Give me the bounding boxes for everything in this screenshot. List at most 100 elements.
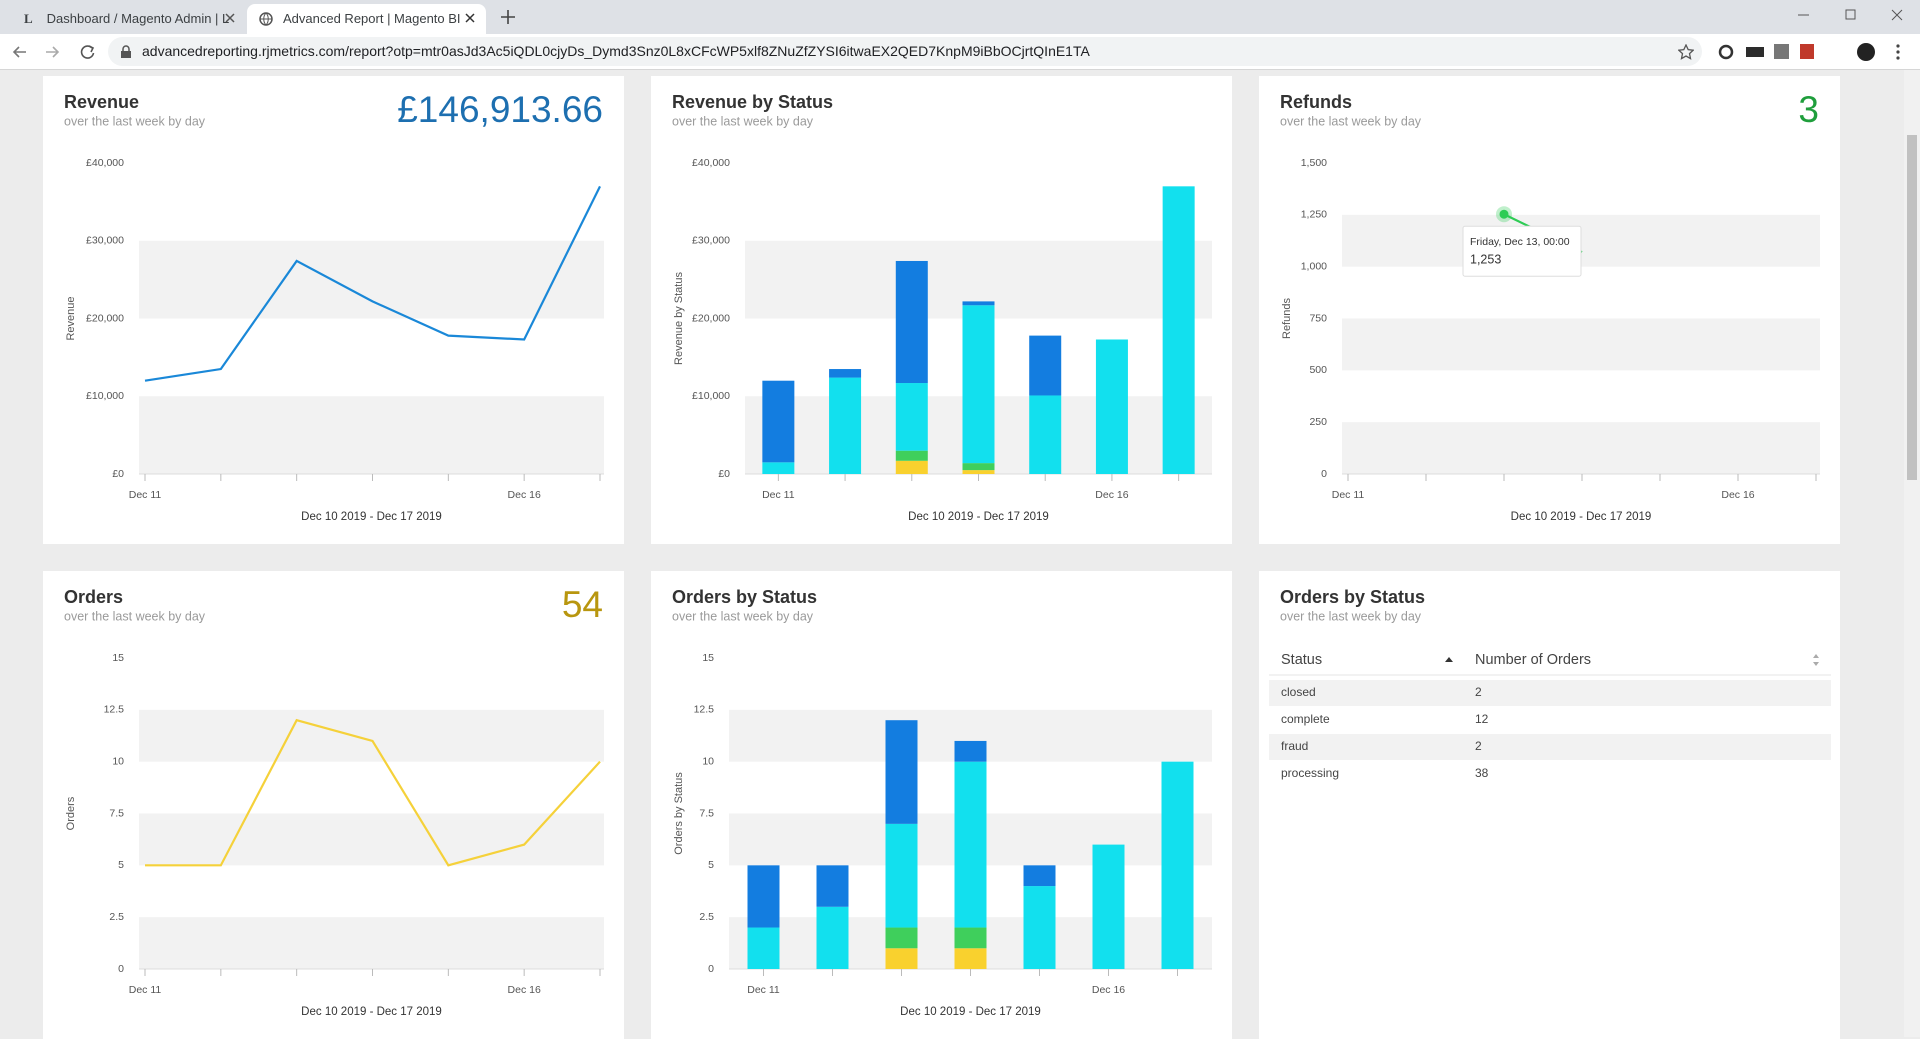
grid-band — [1342, 422, 1820, 474]
y-tick-label: 0 — [118, 963, 124, 975]
panel-title: Orders by Status — [1280, 587, 1425, 607]
bar-segment — [895, 460, 928, 474]
line — [145, 718, 601, 867]
tab-active[interactable]: Advanced Report | Magento BI — [247, 4, 486, 34]
bookmark-star[interactable] — [1678, 44, 1694, 60]
x-axis-title: Dec 10 2019 - Dec 17 2019 — [301, 1006, 442, 1018]
bar-segment — [1095, 339, 1128, 474]
y-tick-label: 15 — [112, 652, 124, 664]
row-band — [1269, 680, 1831, 706]
bar-segment — [885, 948, 918, 969]
point — [1499, 209, 1509, 219]
x-tick-label: Dec 11 — [1332, 489, 1365, 501]
panel-subtitle: over the last week by day — [1280, 609, 1422, 623]
chart-panel: Orders over the last week by day 54 0 2.5 5 7.… — [43, 571, 624, 1039]
x-tick-label: Dec 11 — [762, 489, 795, 501]
cell: complete — [1281, 712, 1330, 726]
y-tick-label: 5 — [118, 859, 124, 871]
panel-subtitle: over the last week by day — [672, 114, 814, 128]
y-tick-label: £10,000 — [692, 390, 730, 402]
sort-icon — [1813, 654, 1819, 666]
bar-segment — [962, 470, 995, 474]
tab-close[interactable] — [225, 13, 235, 23]
sort-icon — [1445, 657, 1453, 662]
y-axis-title: Revenue by Status — [673, 272, 685, 365]
bar-segment — [954, 761, 987, 928]
x-tick-label: Dec 16 — [508, 489, 541, 501]
address-bar: advancedreporting.rjmetrics.com/report?o… — [0, 34, 1920, 70]
extensions[interactable] — [1716, 42, 1916, 62]
y-axis-title: Revenue — [65, 296, 77, 340]
grid-band — [139, 240, 604, 319]
y-tick-label: £40,000 — [86, 157, 124, 169]
y-tick-label: £30,000 — [692, 235, 730, 247]
tooltip-value: 1,253 — [1470, 253, 1501, 267]
y-tick-label: 1,250 — [1301, 209, 1327, 221]
row-band — [1269, 734, 1831, 760]
chart-panel: Revenue by Status over the last week by d… — [651, 76, 1232, 544]
x-tick-label: Dec 11 — [129, 489, 162, 501]
url: advancedreporting.rjmetrics.com/report?o… — [142, 43, 1090, 59]
cell: 12 — [1475, 712, 1489, 726]
favicon — [259, 12, 273, 26]
x-tick-label: Dec 11 — [747, 984, 780, 996]
panel-subtitle: over the last week by day — [64, 114, 206, 128]
bar-segment — [962, 463, 995, 471]
lock-icon — [121, 45, 131, 58]
x-axis-title: Dec 10 2019 - Dec 17 2019 — [908, 511, 1049, 523]
bar-segment — [816, 865, 849, 907]
y-tick-label: 7.5 — [109, 807, 124, 819]
cell: processing — [1281, 766, 1339, 780]
column-header: Status — [1281, 652, 1322, 668]
panel-title: Orders by Status — [672, 587, 817, 607]
bar-segment — [895, 450, 928, 461]
tab-title: Advanced Report | Magento BI — [283, 11, 461, 26]
panel-title: Revenue by Status — [672, 92, 833, 112]
y-axis-title: Orders — [65, 796, 77, 830]
tab-close[interactable] — [465, 13, 475, 23]
y-tick-label: 0 — [1321, 468, 1327, 480]
panel-subtitle: over the last week by day — [1280, 114, 1422, 128]
panel-subtitle: over the last week by day — [64, 609, 206, 623]
tab-bar: L Dashboard / Magento Admin | L Advanced … — [0, 0, 1920, 34]
bar-segment — [954, 948, 987, 969]
scroll-thumb[interactable] — [1907, 135, 1917, 480]
y-tick-label: 2.5 — [109, 911, 124, 923]
y-tick-label: 1,500 — [1301, 157, 1327, 169]
y-tick-label: 7.5 — [699, 807, 714, 819]
omnibox[interactable]: advancedreporting.rjmetrics.com/report?o… — [108, 37, 1702, 66]
scrollbar[interactable] — [1904, 70, 1920, 1037]
kpi-value: 3 — [1798, 89, 1819, 130]
x-tick-label: Dec 16 — [1095, 489, 1128, 501]
bar-segment — [895, 383, 928, 451]
window-controls[interactable] — [1798, 8, 1908, 24]
grid-band — [139, 917, 604, 969]
tooltip — [1462, 225, 1582, 277]
y-axis-title: Refunds — [1281, 298, 1293, 339]
y-tick-label: 500 — [1309, 364, 1327, 376]
bar-segment — [829, 369, 862, 378]
y-tick-label: 2.5 — [699, 911, 714, 923]
bar-segment — [816, 906, 849, 969]
y-tick-label: £0 — [718, 468, 730, 480]
bar-segment — [1029, 335, 1062, 396]
y-tick-label: £20,000 — [86, 312, 124, 324]
new-tab[interactable] — [501, 10, 515, 24]
y-axis-title: Orders by Status — [673, 772, 685, 855]
nav-buttons[interactable] — [12, 44, 102, 60]
bar-segment — [1029, 395, 1062, 474]
cell: 2 — [1475, 685, 1482, 699]
bar-segment — [747, 927, 780, 969]
bar-segment — [895, 260, 928, 384]
bar-segment — [962, 301, 995, 306]
x-axis-title: Dec 10 2019 - Dec 17 2019 — [301, 511, 442, 523]
tab[interactable]: L Dashboard / Magento Admin | L — [10, 4, 242, 34]
line — [144, 185, 601, 382]
y-tick-label: 15 — [702, 652, 714, 664]
bar-segment — [954, 927, 987, 949]
y-tick-label: 5 — [708, 859, 714, 871]
column-header: Number of Orders — [1475, 652, 1591, 668]
y-tick-label: 12.5 — [104, 704, 125, 716]
kpi-value: 54 — [562, 584, 603, 625]
bar-segment — [747, 865, 780, 928]
